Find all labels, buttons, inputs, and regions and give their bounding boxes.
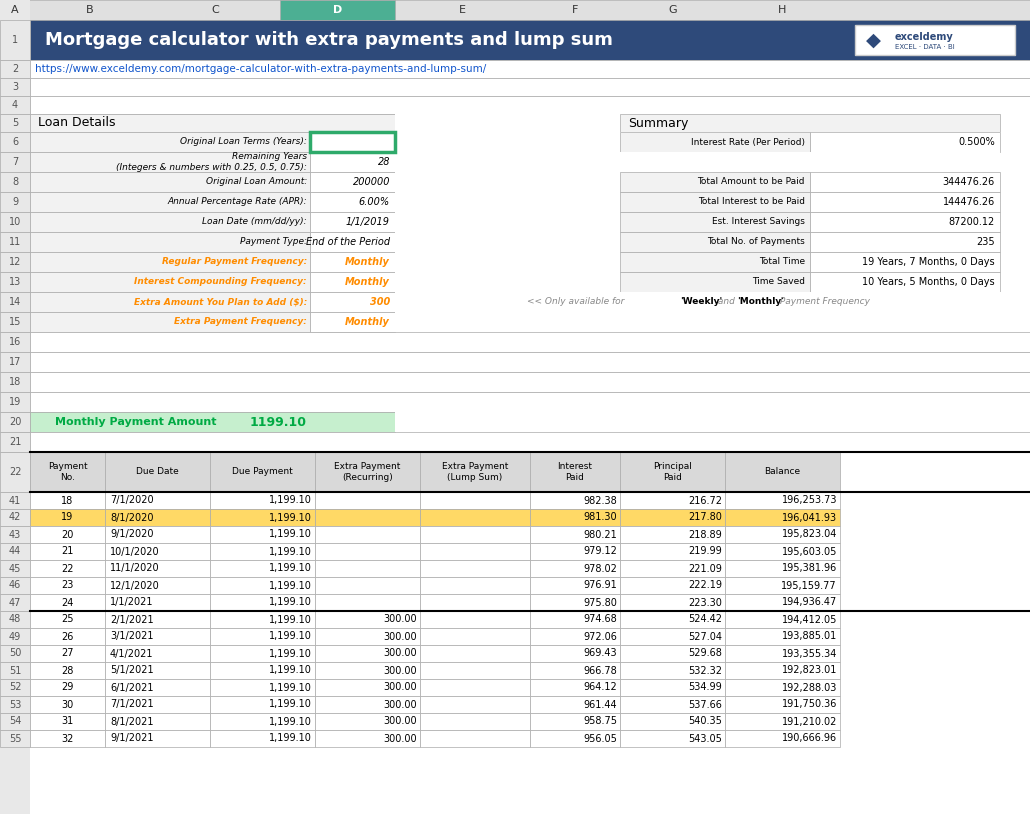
Text: 956.05: 956.05 [583,733,617,743]
FancyBboxPatch shape [30,352,1030,372]
FancyBboxPatch shape [394,152,1020,172]
Text: C: C [211,5,218,15]
FancyBboxPatch shape [725,713,840,730]
Text: 218.89: 218.89 [688,529,722,540]
FancyBboxPatch shape [810,132,1000,152]
Text: Interest
Paid: Interest Paid [557,462,592,482]
FancyBboxPatch shape [620,212,810,232]
FancyBboxPatch shape [30,152,310,172]
FancyBboxPatch shape [530,696,620,713]
Text: 982.38: 982.38 [583,496,617,505]
Text: Interest Compounding Frequency:: Interest Compounding Frequency: [134,278,307,287]
Text: 46: 46 [9,580,22,590]
FancyBboxPatch shape [0,645,30,662]
Text: 964.12: 964.12 [583,682,617,693]
FancyBboxPatch shape [30,526,105,543]
FancyBboxPatch shape [0,412,30,432]
Text: 969.43: 969.43 [583,649,617,659]
FancyBboxPatch shape [620,730,725,747]
FancyBboxPatch shape [310,252,394,272]
Text: Total Time: Total Time [759,257,805,266]
Text: 8/1/2020: 8/1/2020 [110,513,153,523]
Text: Extra Payment
(Lump Sum): Extra Payment (Lump Sum) [442,462,508,482]
FancyBboxPatch shape [30,611,105,628]
FancyBboxPatch shape [0,713,30,730]
Text: Monthly: Monthly [345,257,390,267]
FancyBboxPatch shape [394,132,1020,152]
Text: E: E [459,5,466,15]
Text: Total No. of Payments: Total No. of Payments [708,238,805,247]
Text: 193,355.34: 193,355.34 [782,649,837,659]
Text: 1,199.10: 1,199.10 [269,716,312,727]
Text: << Only available for: << Only available for [527,297,630,307]
FancyBboxPatch shape [530,452,620,492]
FancyBboxPatch shape [30,20,1030,60]
FancyBboxPatch shape [105,645,210,662]
FancyBboxPatch shape [420,611,530,628]
Text: 966.78: 966.78 [583,666,617,676]
FancyBboxPatch shape [530,645,620,662]
FancyBboxPatch shape [620,114,1000,132]
FancyBboxPatch shape [30,372,1030,392]
Text: 87200.12: 87200.12 [949,217,995,227]
Text: 216.72: 216.72 [688,496,722,505]
Text: 975.80: 975.80 [583,597,617,607]
Text: 540.35: 540.35 [688,716,722,727]
FancyBboxPatch shape [310,212,394,232]
Text: and: and [715,297,741,307]
Text: 29: 29 [62,682,74,693]
Text: Original Loan Terms (Years):: Original Loan Terms (Years): [180,138,307,147]
FancyBboxPatch shape [210,452,315,492]
FancyBboxPatch shape [420,730,530,747]
Text: 5: 5 [12,118,19,128]
Text: 31: 31 [62,716,73,727]
Text: 8/1/2021: 8/1/2021 [110,716,153,727]
Text: 6.00%: 6.00% [358,197,390,207]
FancyBboxPatch shape [0,679,30,696]
Text: Principal
Paid: Principal Paid [653,462,692,482]
Text: 18: 18 [62,496,73,505]
FancyBboxPatch shape [210,509,315,526]
Text: 222.19: 222.19 [688,580,722,590]
Text: 51: 51 [9,666,22,676]
Text: 524.42: 524.42 [688,615,722,624]
FancyBboxPatch shape [394,312,1020,332]
FancyBboxPatch shape [210,492,315,509]
FancyBboxPatch shape [210,713,315,730]
Text: G: G [668,5,677,15]
Text: Interest Rate (Per Period): Interest Rate (Per Period) [691,138,805,147]
Text: 25: 25 [61,615,74,624]
Text: 55: 55 [8,733,22,743]
FancyBboxPatch shape [810,212,1000,232]
Text: 300: 300 [370,297,390,307]
FancyBboxPatch shape [420,492,530,509]
Text: 1,199.10: 1,199.10 [269,615,312,624]
FancyBboxPatch shape [420,628,530,645]
Text: 20: 20 [9,417,22,427]
FancyBboxPatch shape [394,232,1020,252]
Text: 15: 15 [9,317,22,327]
FancyBboxPatch shape [394,292,1015,312]
FancyBboxPatch shape [420,679,530,696]
FancyBboxPatch shape [0,252,30,272]
FancyBboxPatch shape [315,730,420,747]
Text: 195,603.05: 195,603.05 [782,546,837,557]
Text: 54: 54 [9,716,22,727]
Text: 30: 30 [378,137,390,147]
FancyBboxPatch shape [30,492,105,509]
Text: 22: 22 [8,467,22,477]
Text: Due Date: Due Date [136,467,179,476]
FancyBboxPatch shape [810,232,1000,252]
Text: 53: 53 [9,699,22,710]
FancyBboxPatch shape [0,0,30,814]
Text: 1,199.10: 1,199.10 [269,580,312,590]
Text: 18: 18 [9,377,22,387]
FancyBboxPatch shape [30,543,105,560]
FancyBboxPatch shape [620,192,810,212]
FancyBboxPatch shape [725,611,840,628]
Text: 194,936.47: 194,936.47 [782,597,837,607]
FancyBboxPatch shape [620,132,810,152]
Text: 44: 44 [9,546,22,557]
FancyBboxPatch shape [0,526,30,543]
